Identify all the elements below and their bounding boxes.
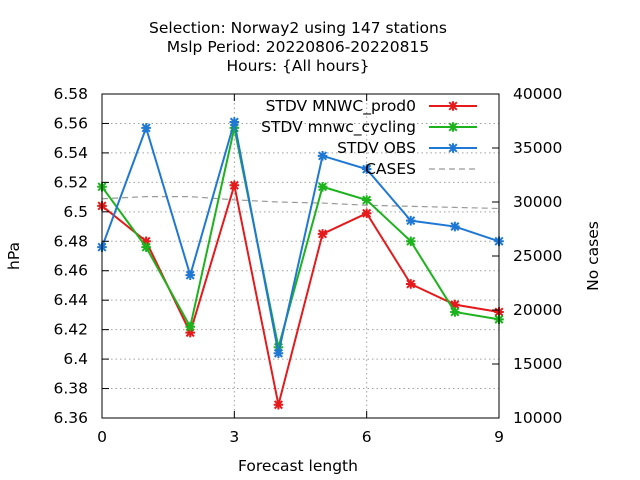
y-tick-label: 6.42	[53, 321, 88, 339]
data-point	[361, 195, 372, 205]
series-stdv-obs	[97, 117, 504, 358]
legend-label: CASES	[365, 160, 416, 178]
x-tick-label: 0	[97, 428, 107, 446]
data-point	[450, 221, 460, 232]
data-point	[229, 117, 240, 127]
y-tick-label: 6.4	[63, 350, 88, 368]
grid	[102, 94, 499, 418]
y-tick-label: 6.38	[53, 380, 88, 398]
x-tick-label: 9	[494, 428, 504, 446]
series-line	[101, 127, 500, 348]
data-point	[141, 242, 151, 252]
y-tick-label: 6.58	[53, 85, 88, 103]
series-line	[101, 196, 500, 210]
y-tick-label: 6.46	[53, 262, 88, 280]
legend: STDV MNWC_prod0 STDV mnwc_cycling STDV OBS…	[261, 97, 477, 178]
data-point	[448, 143, 458, 153]
y-tick-label: 6.36	[53, 409, 88, 427]
legend-entry: CASES	[365, 160, 477, 178]
data-point	[317, 181, 328, 192]
data-point	[317, 229, 328, 239]
data-point	[405, 215, 416, 226]
data-point	[448, 122, 458, 132]
y2-tick-label: 25000	[513, 247, 562, 265]
legend-label: STDV mnwc_cycling	[261, 118, 416, 137]
series-line	[101, 121, 500, 354]
data-point	[361, 208, 372, 219]
data-point	[273, 399, 284, 410]
chart-title-line-3: Hours: {All hours}	[226, 57, 369, 75]
y2-axis-label: No cases	[584, 221, 602, 291]
y2-tick-label: 35000	[513, 139, 562, 157]
data-point	[450, 299, 460, 310]
data-point	[405, 279, 416, 289]
data-point	[229, 123, 240, 133]
legend-entry: STDV MNWC_prod0	[266, 97, 477, 116]
data-point	[185, 270, 196, 280]
legend-entry: STDV mnwc_cycling	[261, 118, 477, 137]
chart-title-line-1: Selection: Norway2 using 147 stations	[149, 19, 447, 37]
y2-tick-label: 40000	[513, 85, 562, 103]
y2-tick-label: 10000	[513, 409, 562, 427]
y-tick-label: 6.52	[53, 173, 88, 191]
legend-entry: STDV OBS	[337, 139, 477, 157]
y-tick-label: 6.5	[63, 203, 88, 221]
x-tick-label: 6	[362, 428, 372, 446]
data-point	[185, 327, 196, 338]
y-tick-label: 6.48	[53, 232, 88, 250]
y-tick-label: 6.44	[53, 291, 88, 309]
y-tick-label: 6.54	[53, 144, 88, 162]
y-axis-label: hPa	[5, 242, 23, 270]
legend-label: STDV MNWC_prod0	[266, 97, 416, 116]
data-point	[273, 342, 284, 353]
series-stdv-mnwc-prod0	[97, 180, 504, 410]
data-point	[141, 236, 151, 247]
y2-tick-label: 20000	[513, 301, 562, 319]
x-tick-label: 3	[229, 428, 239, 446]
y-tick-label: 6.56	[53, 114, 88, 132]
series-line	[101, 185, 500, 405]
ticks: 6.36 6.38 6.4 6.42 6.44 6.46 6.48 6.5 6.52 6.54 6.…	[53, 85, 562, 446]
series-cases	[101, 196, 500, 210]
data-point	[448, 101, 458, 111]
data-point	[317, 151, 328, 161]
data-point	[185, 321, 196, 332]
data-point	[141, 123, 151, 133]
data-point	[405, 236, 416, 247]
chart-title-line-2: Mslp Period: 20220806-20220815	[167, 38, 429, 56]
series-layer	[97, 117, 504, 410]
y2-tick-label: 15000	[513, 355, 562, 373]
data-point	[229, 180, 240, 191]
data-point	[273, 348, 284, 358]
data-point	[361, 164, 372, 174]
legend-label: STDV OBS	[337, 139, 416, 157]
y2-tick-label: 30000	[513, 193, 562, 211]
data-point	[450, 307, 460, 317]
x-axis-label: Forecast length	[238, 457, 358, 475]
